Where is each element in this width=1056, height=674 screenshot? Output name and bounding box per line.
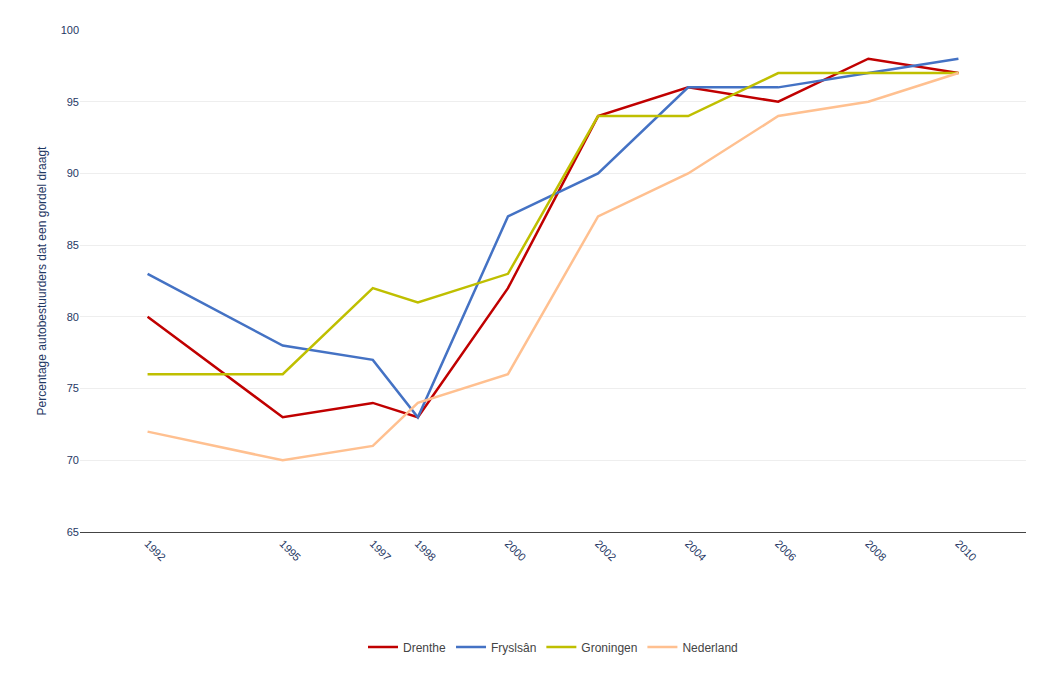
svg-text:2004: 2004 — [683, 538, 709, 564]
svg-text:100: 100 — [61, 24, 79, 36]
svg-text:75: 75 — [67, 382, 79, 394]
svg-text:90: 90 — [67, 167, 79, 179]
svg-text:2006: 2006 — [773, 538, 799, 564]
svg-text:95: 95 — [67, 96, 79, 108]
svg-text:70: 70 — [67, 454, 79, 466]
svg-text:Fryslsân: Fryslsân — [491, 641, 536, 655]
svg-text:1995: 1995 — [277, 538, 303, 564]
svg-text:1997: 1997 — [368, 538, 394, 564]
svg-text:2008: 2008 — [863, 538, 889, 564]
svg-text:Nederland: Nederland — [682, 641, 737, 655]
svg-text:2000: 2000 — [503, 538, 529, 564]
svg-text:2010: 2010 — [953, 538, 979, 564]
svg-text:1998: 1998 — [413, 538, 439, 564]
svg-text:85: 85 — [67, 239, 79, 251]
svg-text:2002: 2002 — [593, 538, 619, 564]
svg-text:Drenthe: Drenthe — [403, 641, 446, 655]
svg-text:65: 65 — [67, 526, 79, 538]
svg-text:1992: 1992 — [142, 538, 168, 564]
svg-text:80: 80 — [67, 311, 79, 323]
svg-text:Groningen: Groningen — [581, 641, 637, 655]
svg-text:Percentage autobestuurders dat: Percentage autobestuurders dat een gorde… — [35, 146, 49, 416]
